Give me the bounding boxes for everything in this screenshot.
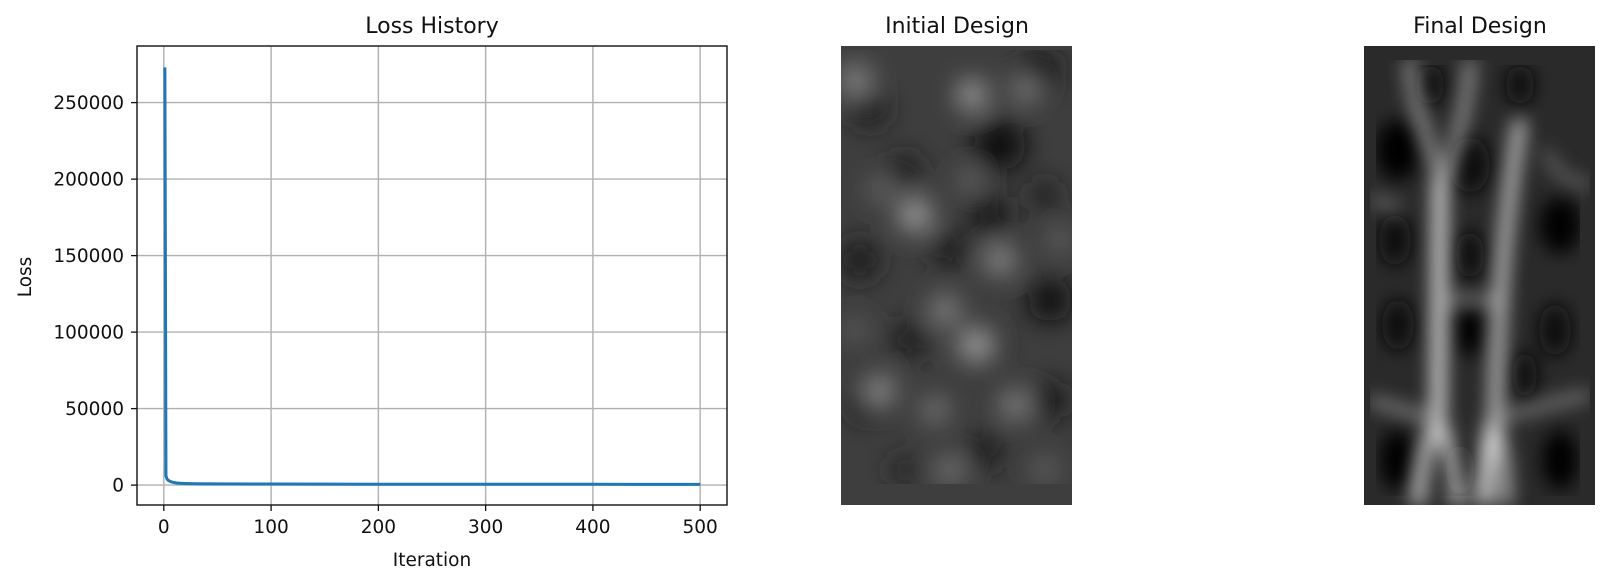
- final-design-panel: Final Design: [1364, 14, 1595, 505]
- loss-chart-title: Loss History: [365, 14, 499, 39]
- x-axis-label: Iteration: [393, 550, 471, 571]
- x-tick-label: 300: [468, 517, 503, 538]
- x-tick-label: 0: [158, 517, 170, 538]
- final-design-title: Final Design: [1413, 14, 1547, 39]
- grid: [137, 46, 727, 505]
- loss-line: [163, 67, 701, 486]
- y-tick-label: 100000: [53, 323, 124, 344]
- x-tick-label: 400: [575, 517, 610, 538]
- y-tick-label: 200000: [53, 170, 124, 191]
- y-tick-label: 50000: [65, 399, 124, 420]
- x-tick-label: 500: [683, 517, 718, 538]
- axis-ticks: 0 100 200 300 400 500 0 50000 100000 150000 200000…: [53, 93, 717, 538]
- x-tick-label: 100: [253, 517, 288, 538]
- initial-design-image: [841, 46, 1072, 505]
- final-design-image: [1364, 46, 1595, 505]
- x-tick-label: 200: [361, 517, 396, 538]
- y-tick-label: 250000: [53, 93, 124, 114]
- initial-design-panel: Initial Design: [841, 14, 1072, 505]
- y-tick-label: 0: [112, 476, 124, 497]
- loss-history-panel: Loss History 0 100 200 300 400 500 0 50000 10000…: [15, 14, 728, 571]
- y-tick-label: 150000: [53, 246, 124, 267]
- loss-series: [163, 67, 701, 486]
- y-axis-label: Loss: [15, 257, 36, 298]
- plot-frame: [136, 45, 728, 506]
- initial-design-title: Initial Design: [885, 14, 1029, 39]
